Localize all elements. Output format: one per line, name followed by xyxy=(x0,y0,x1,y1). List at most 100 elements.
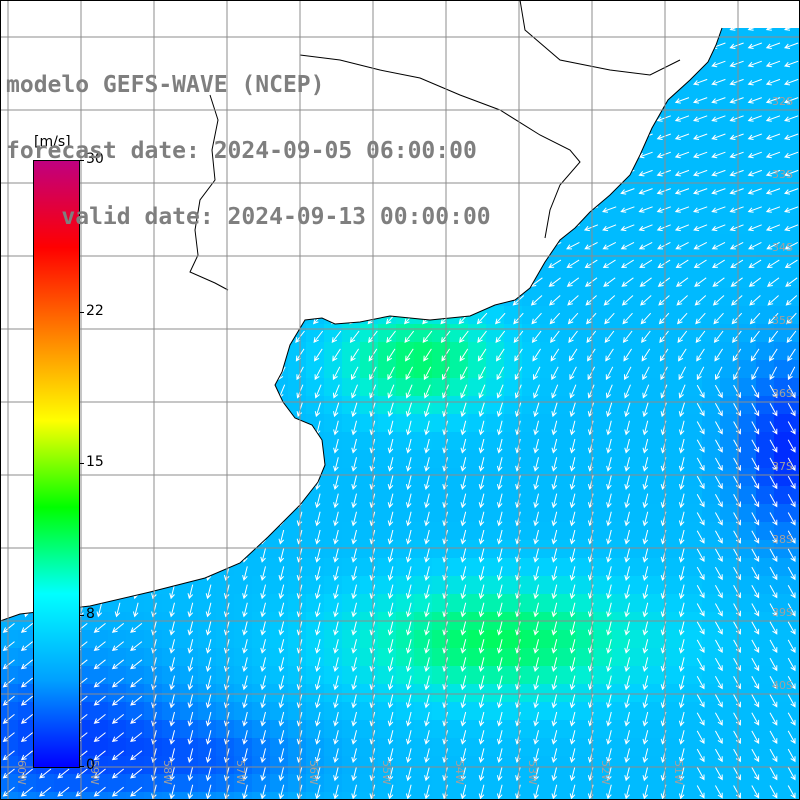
wind-cell xyxy=(504,558,522,576)
wind-arrow xyxy=(566,241,580,250)
wind-arrow xyxy=(787,767,796,781)
wind-cell xyxy=(162,504,180,522)
wind-cell xyxy=(702,522,720,540)
wind-arrow xyxy=(169,402,176,418)
wind-arrow xyxy=(457,259,471,269)
wind-cell xyxy=(720,666,738,684)
wind-cell xyxy=(180,396,198,414)
wind-cell xyxy=(288,720,306,738)
wind-arrow xyxy=(606,620,612,636)
wind-arrow xyxy=(606,711,612,727)
wind-cell xyxy=(342,648,360,666)
wind-cell xyxy=(612,504,630,522)
wind-arrow xyxy=(169,657,175,673)
wind-cell xyxy=(306,558,324,576)
wind-cell xyxy=(666,576,684,594)
wind-arrow xyxy=(784,188,799,195)
wind-arrow xyxy=(784,151,799,159)
wind-cell xyxy=(306,468,324,486)
wind-arrow xyxy=(787,603,796,617)
wind-arrow xyxy=(314,402,321,418)
wind-arrow xyxy=(695,312,706,325)
wind-cell xyxy=(144,342,162,360)
wind-cell xyxy=(576,288,594,306)
wind-cell xyxy=(252,450,270,468)
wind-cell xyxy=(792,648,800,666)
wind-cell xyxy=(774,216,792,234)
wind-cell xyxy=(594,216,612,234)
wind-cell xyxy=(540,342,558,360)
wind-arrow xyxy=(533,457,539,472)
wind-cell xyxy=(648,684,666,702)
wind-cell xyxy=(630,702,648,720)
wind-arrow xyxy=(583,169,599,177)
wind-cell xyxy=(126,576,144,594)
wind-arrow xyxy=(565,78,580,86)
wind-cell xyxy=(90,522,108,540)
lat-label: 35S xyxy=(772,314,793,327)
wind-cell xyxy=(360,774,378,792)
wind-arrow xyxy=(2,750,15,761)
wind-arrow xyxy=(583,97,599,104)
wind-cell xyxy=(576,234,594,252)
wind-arrow xyxy=(278,548,285,563)
wind-arrow xyxy=(187,730,194,745)
wind-cell xyxy=(234,684,252,702)
wind-arrow xyxy=(675,241,689,250)
wind-cell xyxy=(468,504,486,522)
wind-arrow xyxy=(351,493,357,509)
wind-cell xyxy=(540,396,558,414)
wind-arrow xyxy=(769,403,778,417)
wind-cell xyxy=(360,468,378,486)
wind-cell xyxy=(450,414,468,432)
wind-cell xyxy=(720,684,738,702)
wind-cell xyxy=(396,414,414,432)
wind-cell xyxy=(540,558,558,576)
wind-arrow xyxy=(569,402,576,418)
wind-arrow xyxy=(277,348,287,362)
wind-arrow xyxy=(765,97,781,104)
wind-arrow xyxy=(657,277,671,287)
wind-arrow xyxy=(693,97,708,104)
wind-arrow xyxy=(640,312,652,325)
wind-cell xyxy=(612,540,630,558)
wind-cell xyxy=(576,414,594,432)
wind-cell xyxy=(522,576,540,594)
wind-arrow xyxy=(478,784,485,800)
wind-arrow xyxy=(205,493,212,509)
wind-arrow xyxy=(202,259,216,269)
wind-cell xyxy=(666,720,684,738)
wind-arrow xyxy=(151,620,157,636)
wind-cell xyxy=(306,270,324,288)
wind-arrow xyxy=(205,511,212,527)
wind-arrow xyxy=(276,295,288,306)
wind-arrow xyxy=(333,584,339,600)
wind-cell xyxy=(144,720,162,738)
wind-cell xyxy=(738,378,756,396)
wind-cell xyxy=(666,432,684,450)
wind-arrow xyxy=(387,748,394,764)
wind-arrow xyxy=(351,548,357,563)
wind-cell xyxy=(252,252,270,270)
wind-cell xyxy=(486,414,504,432)
wind-arrow xyxy=(114,584,121,600)
wind-arrow xyxy=(606,548,612,563)
wind-arrow xyxy=(642,620,649,636)
wind-arrow xyxy=(96,548,103,563)
wind-cell xyxy=(774,522,792,540)
wind-arrow xyxy=(605,348,614,362)
wind-arrow xyxy=(460,475,467,491)
wind-cell xyxy=(180,756,198,774)
wind-cell xyxy=(738,432,756,450)
wind-arrow xyxy=(496,402,503,418)
wind-cell xyxy=(0,324,18,342)
wind-arrow xyxy=(714,566,723,581)
wind-arrow xyxy=(460,711,467,727)
wind-cell xyxy=(558,0,576,18)
wind-cell xyxy=(108,774,126,792)
wind-cell xyxy=(144,468,162,486)
wind-cell xyxy=(180,324,198,342)
wind-arrow xyxy=(658,312,670,325)
wind-arrow xyxy=(2,641,15,652)
wind-arrow xyxy=(551,475,558,491)
